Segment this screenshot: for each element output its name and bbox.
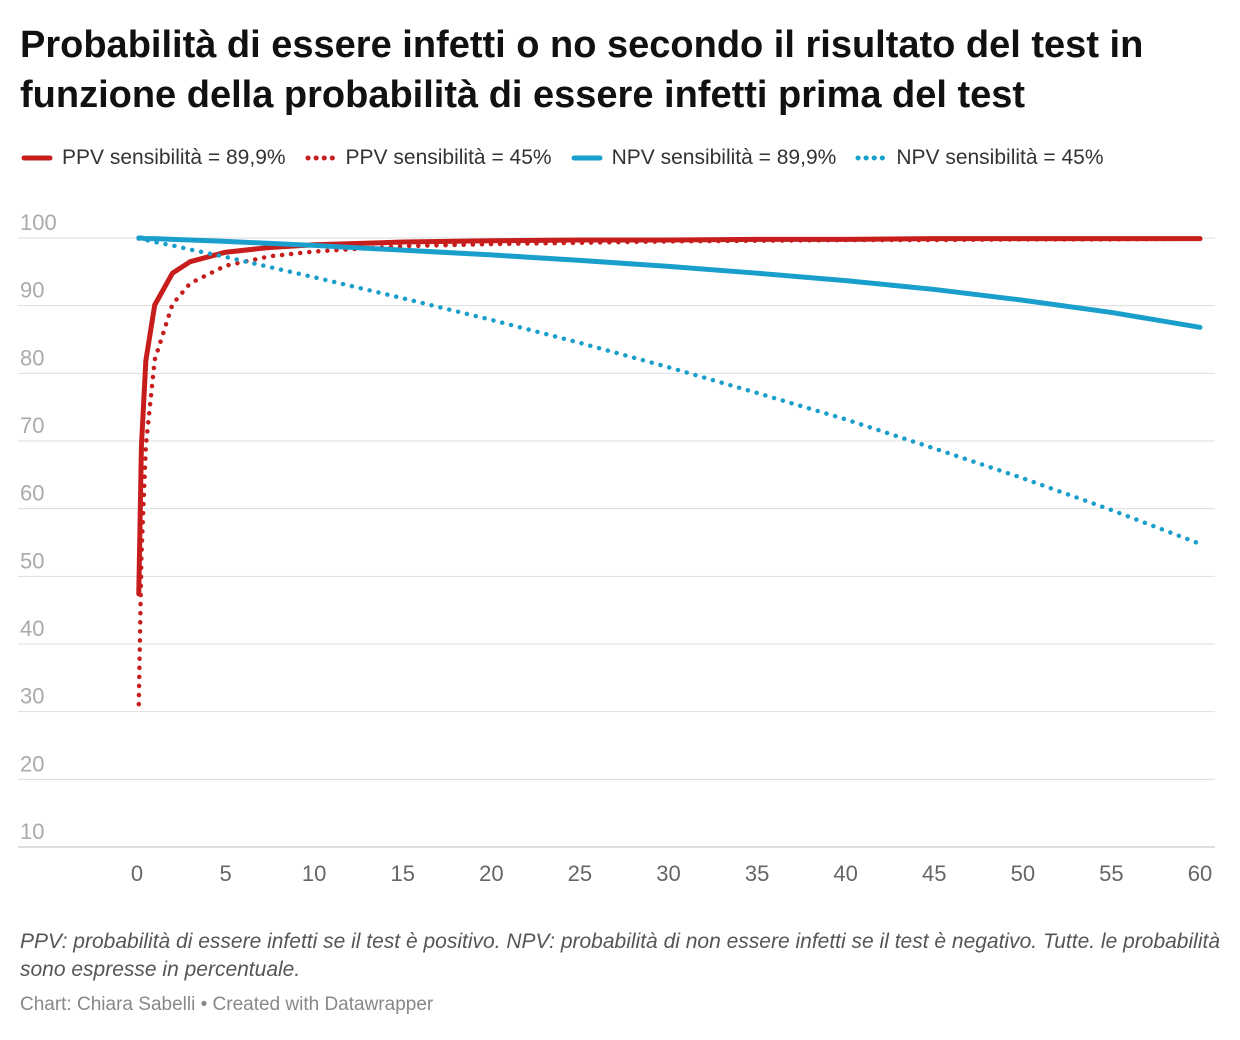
y-tick-label: 10 <box>20 819 44 844</box>
x-tick-label: 0 <box>131 861 143 886</box>
x-tick-label: 25 <box>568 861 592 886</box>
legend-label: NPV sensibilità = 45% <box>896 146 1104 169</box>
chart-source: Chart: Chiara Sabelli • Created with Dat… <box>20 994 434 1015</box>
legend: PPV sensibilità = 89,9% PPV sensibilità =… <box>20 146 1230 170</box>
legend-label: PPV sensibilità = 45% <box>345 146 552 169</box>
legend-item: PPV sensibilità = 45% <box>304 146 552 170</box>
y-tick-label: 80 <box>20 345 44 370</box>
y-tick-label: 40 <box>20 616 44 641</box>
x-tick-label: 30 <box>656 861 680 886</box>
legend-item: PPV sensibilità = 89,9% <box>20 146 286 170</box>
x-tick-label: 10 <box>302 861 326 886</box>
x-tick-label: 50 <box>1011 861 1035 886</box>
y-tick-label: 60 <box>20 481 44 506</box>
legend-label: NPV sensibilità = 89,9% <box>611 146 837 169</box>
x-tick-label: 15 <box>391 861 415 886</box>
chart-title: Probabilità di essere infetti o no secon… <box>20 24 1144 116</box>
y-tick-label: 90 <box>20 278 44 303</box>
y-tick-label: 30 <box>20 684 44 709</box>
series-line <box>136 236 1203 707</box>
y-tick-label: 50 <box>20 548 44 573</box>
legend-item: NPV sensibilità = 89,9% <box>570 146 837 170</box>
legend-swatch <box>571 155 603 161</box>
x-tick-label: 45 <box>922 861 946 886</box>
series-line <box>136 235 1203 330</box>
chart-notes: PPV: probabilità di essere infetti se il… <box>20 930 1220 981</box>
x-tick-label: 20 <box>479 861 503 886</box>
x-tick-label: 60 <box>1188 861 1212 886</box>
legend-label: PPV sensibilità = 89,9% <box>62 146 286 169</box>
y-tick-label: 70 <box>20 413 44 438</box>
legend-swatch <box>21 155 53 161</box>
series-line <box>136 236 1203 597</box>
y-tick-label: 100 <box>20 210 57 235</box>
chart: 10 20 30 40 50 60 70 80 90 100 0 5 10 15 20 25 30 35 40 45 5… <box>18 210 1215 886</box>
x-tick-label: 55 <box>1099 861 1123 886</box>
y-tick-label: 20 <box>20 751 44 776</box>
legend-item: NPV sensibilità = 45% <box>854 146 1104 170</box>
x-tick-label: 5 <box>219 861 231 886</box>
x-tick-label: 40 <box>833 861 857 886</box>
series-line <box>136 236 1203 547</box>
x-tick-label: 35 <box>745 861 769 886</box>
